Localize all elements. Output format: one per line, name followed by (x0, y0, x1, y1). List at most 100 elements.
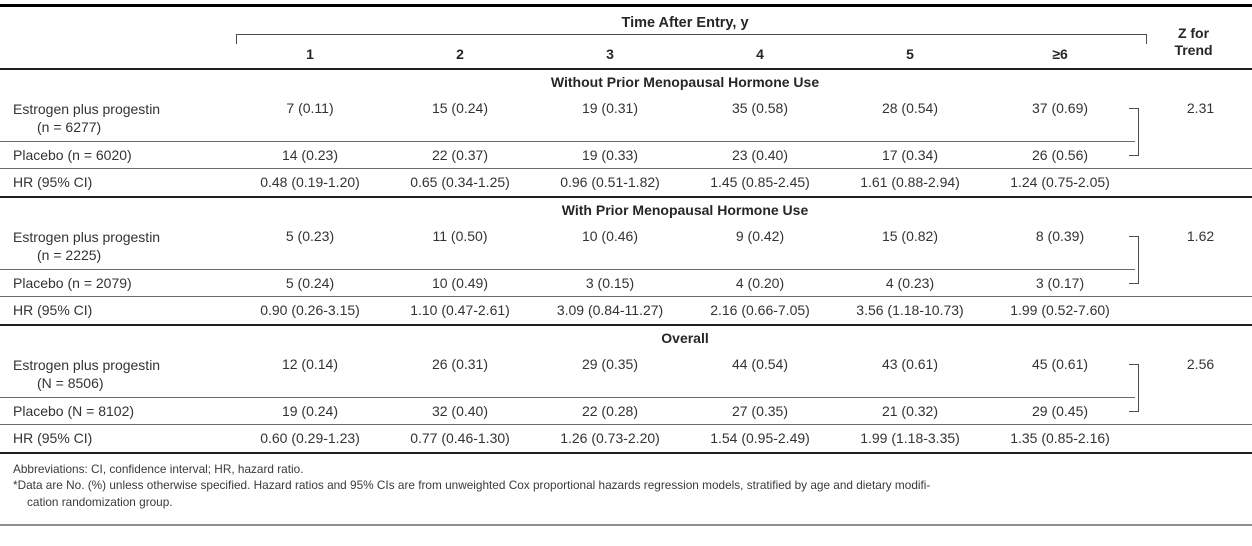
table-row: Placebo (n = 6020) 14 (0.23) 22 (0.37) 1… (0, 141, 1252, 169)
cell-value: 43 (0.61) (835, 350, 985, 398)
col-header-year-5: 5 (835, 44, 985, 70)
table-row: Estrogen plus progestin (N = 8506) 12 (0… (0, 350, 1252, 425)
table-row: Placebo (n = 2079) 5 (0.24) 10 (0.49) 3 … (0, 269, 1252, 297)
header-bracket-row (0, 32, 1252, 45)
cell-value: 12 (0.14) (235, 350, 385, 398)
cell-value: 11 (0.50) (385, 222, 535, 270)
header-row-years: 1 2 3 4 5 ≥6 (0, 44, 1252, 70)
cell-value: 3.56 (1.18-10.73) (835, 296, 985, 326)
data-note-line1: *Data are No. (%) unless otherwise speci… (13, 478, 931, 493)
z-trend-cell: 2.31 (1129, 94, 1252, 169)
cell-value: 17 (0.34) (835, 141, 985, 169)
cell-value: 22 (0.37) (385, 141, 535, 169)
col-header-year-4: 4 (685, 44, 835, 70)
cell-value: 23 (0.40) (685, 141, 835, 169)
cell-value: 1.35 (0.85-2.16) (985, 424, 1136, 454)
cell-value: 37 (0.69) (985, 94, 1136, 142)
pair-bracket (1129, 235, 1140, 284)
section-1-title: Without Prior Menopausal Hormone Use (550, 74, 820, 90)
cell-value: 26 (0.31) (385, 350, 535, 398)
cell-value: 5 (0.24) (235, 269, 385, 297)
cell-value: 14 (0.23) (235, 141, 385, 169)
cell-value: 15 (0.82) (835, 222, 985, 270)
cell-value: 0.90 (0.26-3.15) (235, 296, 385, 326)
table-row: Estrogen plus progestin (n = 6277) 7 (0.… (0, 94, 1252, 169)
cell-value: 2.16 (0.66-7.05) (685, 296, 835, 326)
cell-value: 0.48 (0.19-1.20) (235, 168, 385, 198)
cell-value: 19 (0.33) (535, 141, 685, 169)
row-label-treatment: Estrogen plus progestin (n = 2225) (0, 222, 235, 270)
cell-value: 0.77 (0.46-1.30) (385, 424, 535, 454)
cell-value: 44 (0.54) (685, 350, 835, 398)
col-header-year-3: 3 (535, 44, 685, 70)
data-note-line2: cation randomization group. (27, 495, 173, 509)
row-label-hr: HR (95% CI) (0, 424, 235, 454)
cell-value: 0.96 (0.51-1.82) (535, 168, 685, 198)
table-row: Placebo (N = 8102) 19 (0.24) 32 (0.40) 2… (0, 397, 1252, 425)
section-title-row: Without Prior Menopausal Hormone Use (0, 69, 1252, 95)
results-table: Time After Entry, y Z for Trend 1 2 3 4 … (0, 4, 1252, 454)
cell-value: 1.24 (0.75-2.05) (985, 168, 1136, 198)
z-header-line1: Z for (1177, 25, 1210, 42)
row-label-treatment: Estrogen plus progestin (N = 8506) (0, 350, 235, 398)
section-title-row: With Prior Menopausal Hormone Use (0, 197, 1252, 223)
z-header-line2: Trend (1174, 42, 1213, 59)
cell-value: 1.99 (1.18-3.35) (835, 424, 985, 454)
cell-value: 21 (0.32) (835, 397, 985, 425)
cell-value: 0.65 (0.34-1.25) (385, 168, 535, 198)
row-label-placebo: Placebo (N = 8102) (0, 397, 235, 425)
header-bracket-cell (235, 32, 1148, 45)
pair-bracket (1129, 107, 1140, 156)
cell-value: 32 (0.40) (385, 397, 535, 425)
z-trend-value: 1.62 (1186, 227, 1215, 244)
z-trend-value: 2.56 (1186, 355, 1215, 372)
cell-value: 4 (0.23) (835, 269, 985, 297)
row-label-placebo: Placebo (n = 6020) (0, 141, 235, 169)
pair-bracket (1129, 363, 1140, 412)
row-label-placebo: Placebo (n = 2079) (0, 269, 235, 297)
span-bracket (236, 33, 1148, 44)
cell-value: 1.61 (0.88-2.94) (835, 168, 985, 198)
cell-value: 3 (0.15) (535, 269, 685, 297)
cell-value: 27 (0.35) (685, 397, 835, 425)
cell-value: 29 (0.45) (985, 397, 1136, 425)
z-trend-cell: 2.56 (1129, 350, 1252, 425)
row-label-treatment: Estrogen plus progestin (n = 6277) (0, 94, 235, 142)
header-row-span: Time After Entry, y Z for Trend (0, 5, 1252, 70)
z-trend-value: 2.31 (1186, 99, 1215, 116)
table-row: Estrogen plus progestin (n = 2225) 5 (0.… (0, 222, 1252, 297)
col-header-year-2: 2 (385, 44, 535, 70)
cell-value: 0.60 (0.29-1.23) (235, 424, 385, 454)
bottom-rule (0, 523, 1252, 526)
table-row: HR (95% CI) 0.48 (0.19-1.20) 0.65 (0.34-… (0, 168, 1252, 198)
header-corner-cell (0, 6, 235, 32)
cell-value: 19 (0.24) (235, 397, 385, 425)
section-2-title: With Prior Menopausal Hormone Use (561, 202, 809, 218)
section-3-title: Overall (661, 330, 709, 346)
cell-value: 19 (0.31) (535, 94, 685, 142)
table-row: HR (95% CI) 0.60 (0.29-1.23) 0.77 (0.46-… (0, 424, 1252, 454)
col-header-year-1: 1 (235, 44, 385, 70)
cell-value: 9 (0.42) (685, 222, 835, 270)
abbreviations-note: Abbreviations: CI, confidence interval; … (13, 461, 304, 476)
cell-value: 1.45 (0.85-2.45) (685, 168, 835, 198)
cell-value: 7 (0.11) (235, 94, 385, 142)
cell-value: 28 (0.54) (835, 94, 985, 142)
z-for-trend-header: Z for Trend (1135, 5, 1252, 70)
cell-value: 4 (0.20) (685, 269, 835, 297)
cell-value: 3 (0.17) (985, 269, 1136, 297)
cell-value: 10 (0.46) (535, 222, 685, 270)
footnotes: Abbreviations: CI, confidence interval; … (0, 454, 1252, 511)
cell-value: 15 (0.24) (385, 94, 535, 142)
cell-value: 1.26 (0.73-2.20) (535, 424, 685, 454)
cell-value: 8 (0.39) (985, 222, 1136, 270)
cell-value: 3.09 (0.84-11.27) (535, 296, 685, 326)
cell-value: 45 (0.61) (985, 350, 1136, 398)
cell-value: 26 (0.56) (985, 141, 1136, 169)
cell-value: 35 (0.58) (685, 94, 835, 142)
section-title-row: Overall (0, 325, 1252, 351)
cell-value: 5 (0.23) (235, 222, 385, 270)
z-trend-cell: 1.62 (1129, 222, 1252, 297)
cell-value: 29 (0.35) (535, 350, 685, 398)
